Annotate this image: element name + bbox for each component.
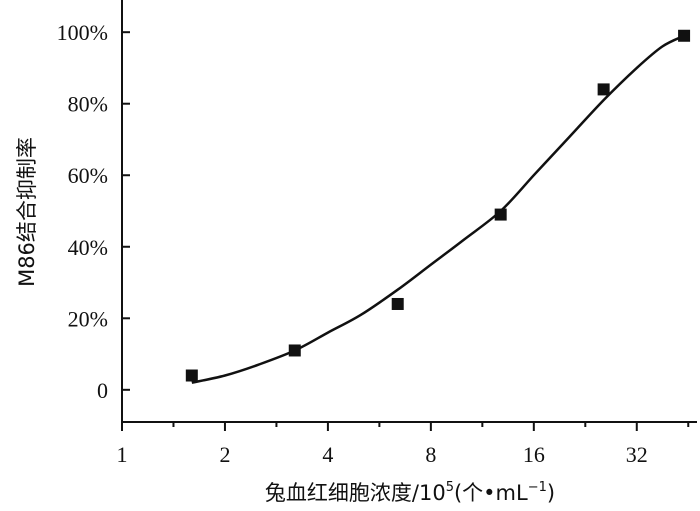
x-axis-title-unit: (个•mL bbox=[454, 481, 528, 505]
data-point bbox=[185, 369, 198, 382]
axes bbox=[121, 0, 697, 423]
data-point bbox=[391, 297, 404, 310]
y-tick-label: 60% bbox=[68, 163, 108, 188]
y-tick-label: 20% bbox=[68, 306, 108, 331]
x-axis-title-close: ) bbox=[547, 481, 555, 505]
ticks bbox=[121, 31, 690, 431]
y-tick-label: 0 bbox=[97, 378, 108, 403]
y-tick-label: 40% bbox=[68, 235, 108, 260]
tick-labels: 0 20% 40% 60% 80% 100% 1 2 4 8 16 32 bbox=[57, 20, 648, 467]
data-point bbox=[494, 208, 507, 221]
x-axis-title: 兔血红细胞浓度/105(个•mL−1) bbox=[265, 480, 555, 505]
y-axis-title: M86结合抑制率 bbox=[15, 137, 39, 287]
x-tick-label: 16 bbox=[523, 442, 545, 467]
x-tick-label: 32 bbox=[626, 442, 648, 467]
y-tick-label: 80% bbox=[68, 92, 108, 117]
x-tick-label: 8 bbox=[425, 442, 436, 467]
x-tick-label: 2 bbox=[219, 442, 230, 467]
x-axis-title-exp: 5 bbox=[446, 480, 454, 495]
data-point bbox=[597, 83, 610, 96]
x-tick-label: 4 bbox=[322, 442, 333, 467]
data-points bbox=[185, 29, 691, 382]
data-point bbox=[288, 344, 301, 357]
x-axis-title-main: 兔血红细胞浓度/10 bbox=[265, 481, 446, 505]
y-tick-label: 100% bbox=[57, 20, 108, 45]
data-point bbox=[678, 29, 691, 42]
fit-curve bbox=[191, 34, 685, 384]
x-tick-label: 1 bbox=[117, 442, 128, 467]
x-axis-title-unit-exp: −1 bbox=[528, 480, 547, 495]
